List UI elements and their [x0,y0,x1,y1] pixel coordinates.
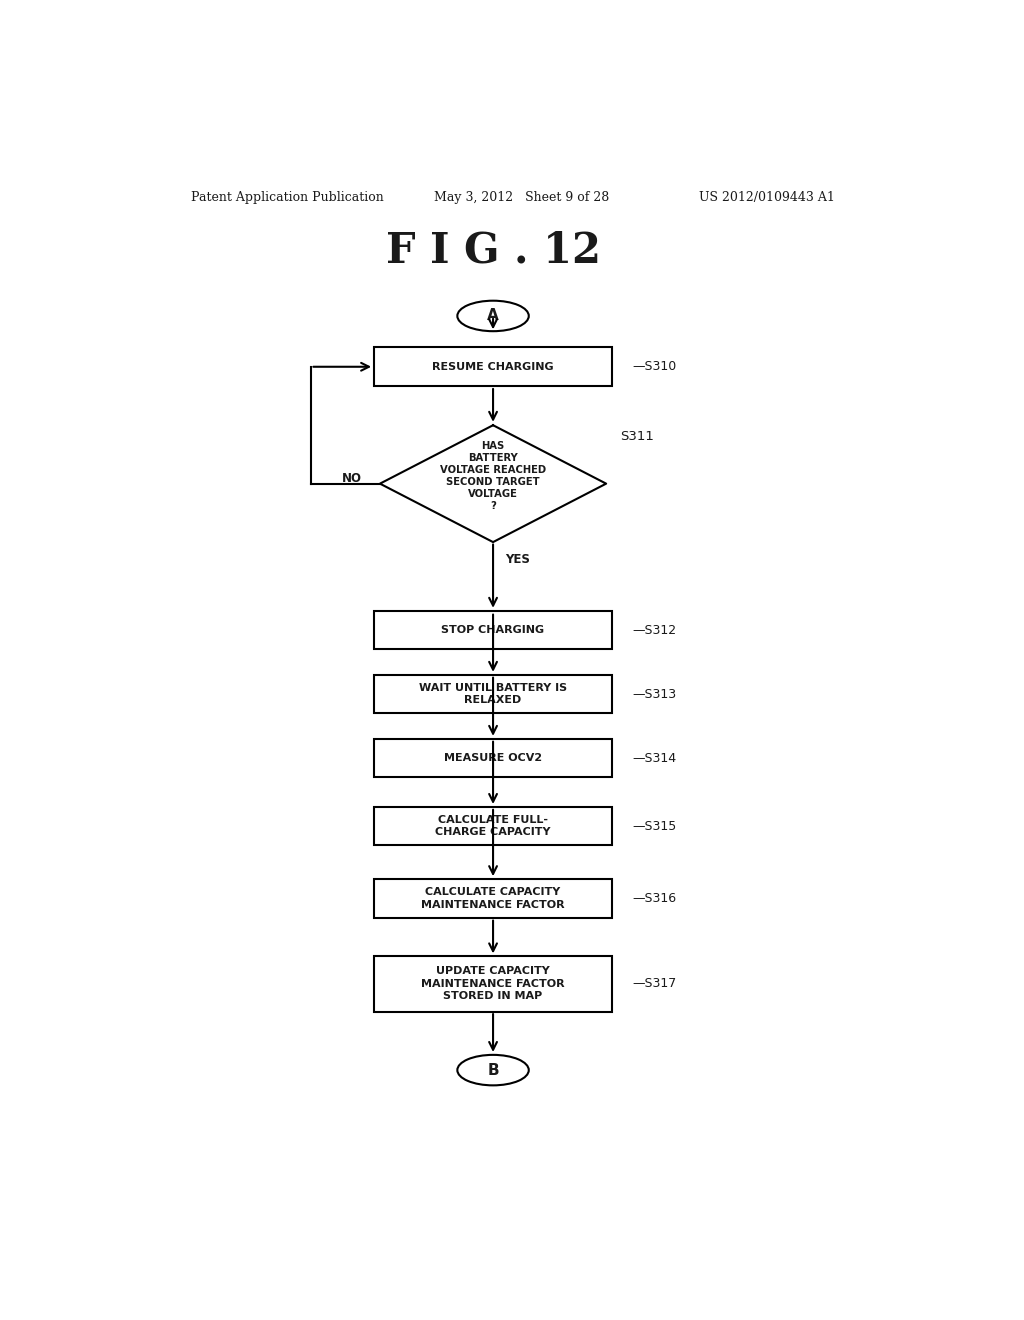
Text: —S310: —S310 [632,360,676,374]
Text: MEASURE OCV2: MEASURE OCV2 [444,754,542,763]
Bar [374,347,612,385]
Text: STOP CHARGING: STOP CHARGING [441,624,545,635]
Text: —S312: —S312 [632,623,676,636]
Text: UPDATE CAPACITY
MAINTENANCE FACTOR
STORED IN MAP: UPDATE CAPACITY MAINTENANCE FACTOR STORE… [421,966,565,1001]
Bar [374,739,612,777]
Text: F I G . 12: F I G . 12 [386,230,600,272]
Text: YES: YES [505,553,529,566]
Text: S311: S311 [620,430,654,444]
Bar [374,675,612,713]
Text: B: B [487,1063,499,1077]
Bar [374,879,612,917]
Text: —S317: —S317 [632,977,676,990]
Text: Patent Application Publication: Patent Application Publication [191,191,384,203]
Ellipse shape [458,1055,528,1085]
Text: RESUME CHARGING: RESUME CHARGING [432,362,554,372]
Text: —S316: —S316 [632,892,676,904]
Polygon shape [380,425,606,543]
Text: May 3, 2012   Sheet 9 of 28: May 3, 2012 Sheet 9 of 28 [433,191,609,203]
Text: HAS
BATTERY
VOLTAGE REACHED
SECOND TARGET
VOLTAGE
?: HAS BATTERY VOLTAGE REACHED SECOND TARGE… [440,441,546,511]
Text: CALCULATE CAPACITY
MAINTENANCE FACTOR: CALCULATE CAPACITY MAINTENANCE FACTOR [421,887,565,909]
Text: CALCULATE FULL-
CHARGE CAPACITY: CALCULATE FULL- CHARGE CAPACITY [435,814,551,837]
Text: —S313: —S313 [632,688,676,701]
Text: A: A [487,309,499,323]
Text: WAIT UNTIL BATTERY IS
RELAXED: WAIT UNTIL BATTERY IS RELAXED [419,682,567,705]
Text: —S315: —S315 [632,820,676,833]
Bar [374,611,612,649]
Text: —S314: —S314 [632,751,676,764]
Bar [374,807,612,846]
Text: US 2012/0109443 A1: US 2012/0109443 A1 [699,191,836,203]
Ellipse shape [458,301,528,331]
Bar [374,956,612,1011]
Text: NO: NO [342,473,362,484]
